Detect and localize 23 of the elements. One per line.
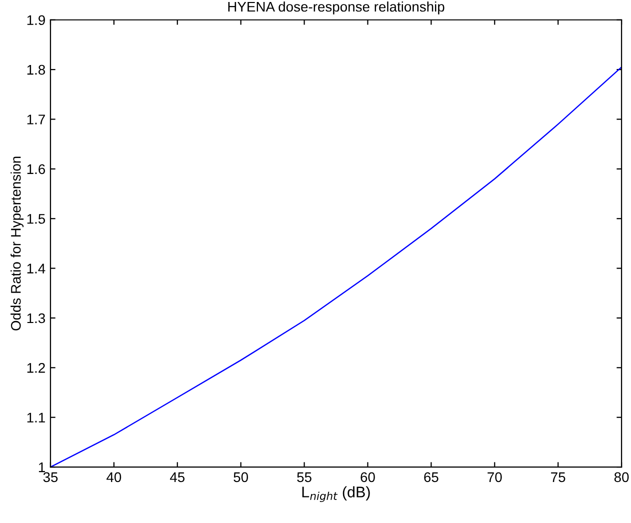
y-tick-label: 1 [38, 462, 45, 472]
x-tick-label: 65 [424, 472, 438, 482]
x-tick-label: 55 [297, 472, 312, 482]
y-tick-label: 1.8 [27, 64, 46, 75]
y-tick-label: 1.6 [27, 164, 46, 174]
y-tick-label: 1.2 [27, 363, 45, 373]
x-tick-label: 45 [170, 472, 185, 482]
y-axis-title: Odds Ratio for Hypertension [10, 156, 24, 330]
x-tick-label: 75 [551, 472, 566, 482]
x-tick-label: 50 [234, 472, 248, 482]
x-axis-title: L$_{night}$ (dB) [302, 486, 370, 502]
x-tick-label: 60 [360, 472, 375, 482]
y-tick-label: 1.5 [27, 214, 46, 224]
x-tick-label: 80 [614, 472, 629, 482]
y-tick-label: 1.9 [27, 15, 45, 26]
y-tick-label: 1.3 [27, 313, 46, 324]
y-tick-label: 1.4 [27, 264, 46, 274]
y-tick-label: 1.1 [27, 412, 45, 422]
chart-title: HYENA dose-response relationship [228, 1, 444, 14]
y-tick-label: 1.7 [27, 114, 45, 124]
x-tick-label: 40 [106, 472, 122, 482]
x-tick-label: 35 [43, 472, 58, 482]
x-tick-label: 70 [488, 472, 502, 482]
